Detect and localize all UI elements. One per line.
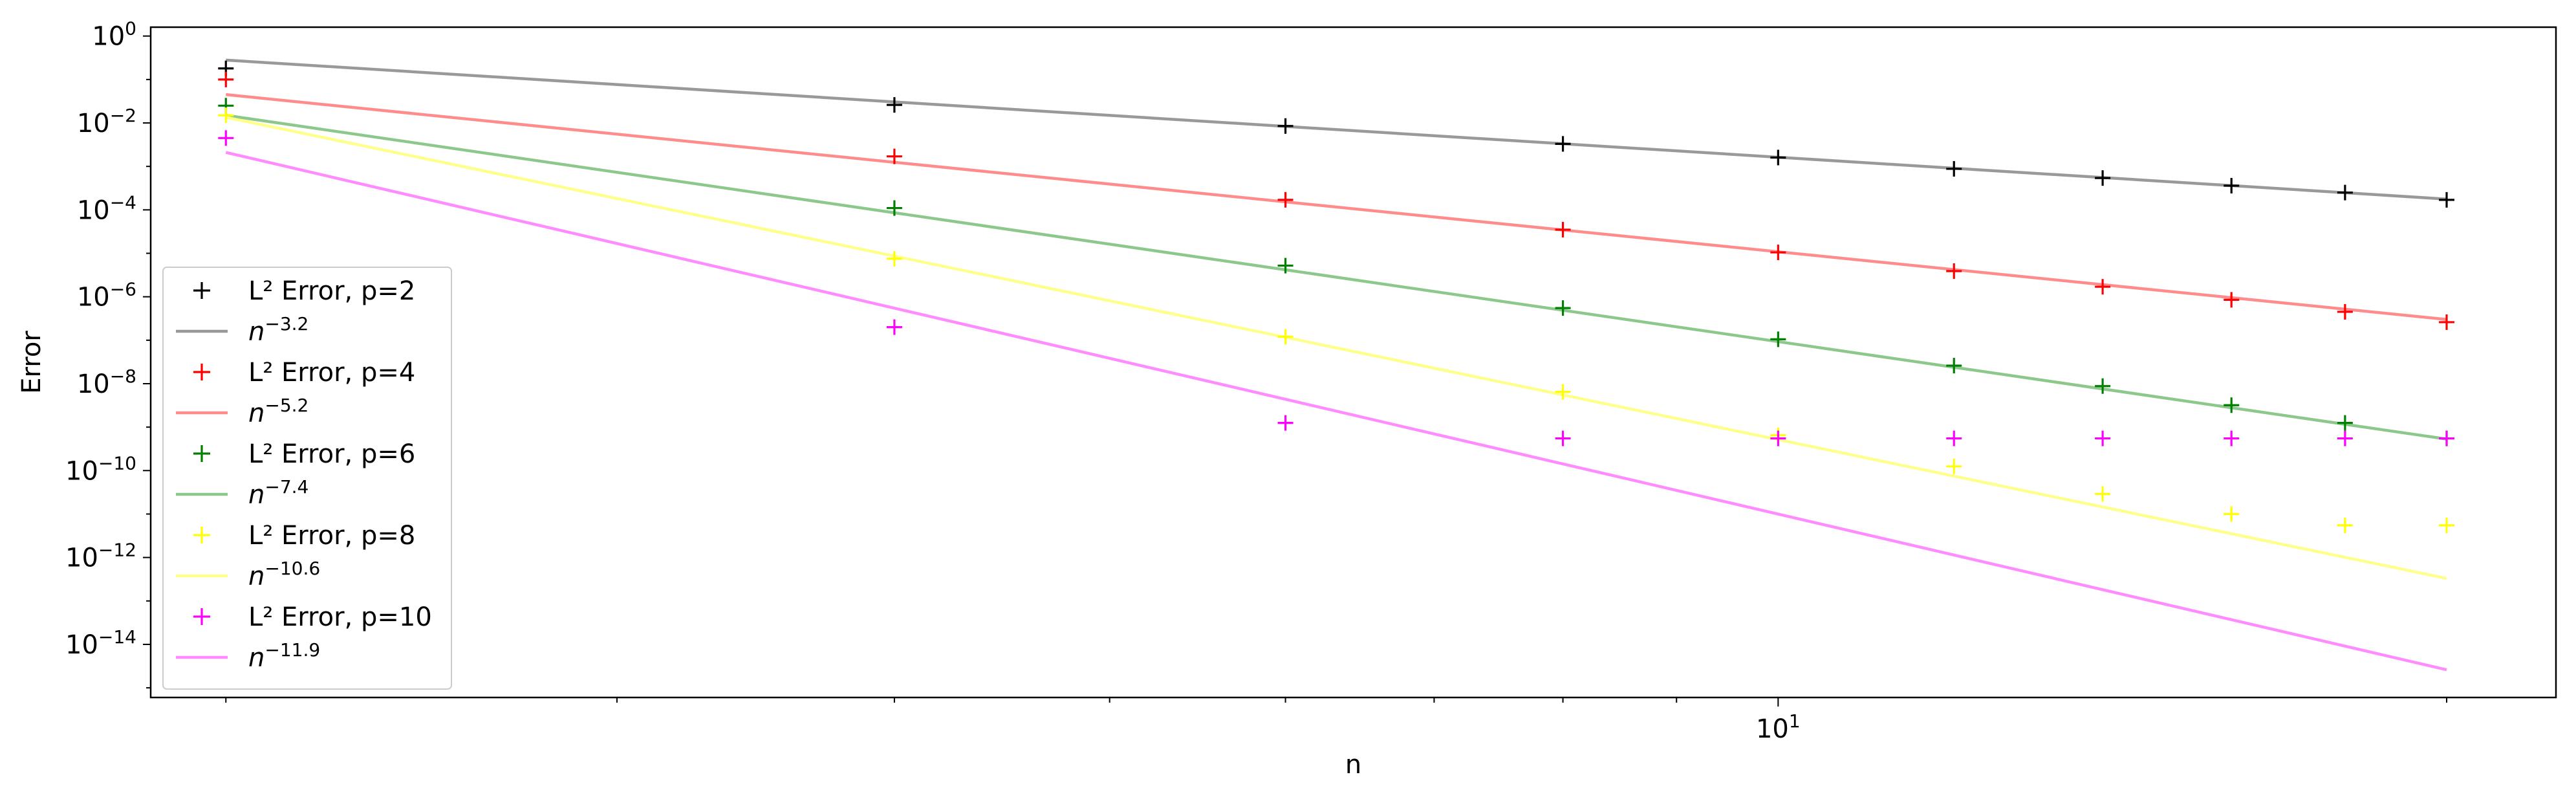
data-point	[1770, 331, 1786, 347]
data-point	[1555, 300, 1571, 316]
y-tick-label: 100	[92, 18, 136, 52]
data-point	[1277, 258, 1293, 274]
data-point	[2337, 303, 2353, 320]
data-point	[2337, 184, 2353, 201]
data-point	[2095, 378, 2111, 394]
data-point	[2438, 192, 2454, 208]
data-point	[2337, 430, 2353, 446]
data-point	[2337, 415, 2353, 431]
error-markers-layer	[218, 60, 2454, 533]
y-axis-label: Error	[17, 331, 47, 394]
legend-marker-swatch	[193, 527, 210, 543]
fit-lines-layer	[225, 58, 2447, 672]
x-axis-ticks: 101	[225, 697, 2447, 744]
legend-marker-swatch	[193, 364, 210, 380]
legend-label: L² Error, p=10	[248, 602, 432, 632]
data-point	[218, 107, 234, 124]
legend-marker-swatch	[193, 445, 210, 462]
data-point	[1555, 221, 1571, 237]
data-point	[218, 130, 234, 146]
data-point	[1555, 384, 1571, 400]
legend-label: n−3.2	[248, 313, 308, 347]
x-axis-label: n	[1345, 750, 1361, 780]
data-point	[2438, 314, 2454, 330]
data-point	[1946, 430, 1962, 446]
axes-frame	[149, 26, 2557, 699]
legend-label: n−10.6	[248, 558, 320, 591]
data-point	[1946, 358, 1962, 374]
data-point	[886, 148, 902, 164]
legend-label: L² Error, p=2	[248, 276, 415, 306]
data-point	[1277, 118, 1293, 134]
data-point	[2095, 430, 2111, 446]
y-tick-label: 10−6	[77, 279, 136, 313]
data-point	[1555, 136, 1571, 152]
data-point	[1946, 263, 1962, 279]
data-point	[886, 319, 902, 335]
legend-marker-swatch	[193, 608, 210, 625]
data-point	[2095, 279, 2111, 295]
data-point	[218, 71, 234, 87]
data-point	[1946, 160, 1962, 177]
legend-label: L² Error, p=6	[248, 439, 415, 469]
fit-line-3	[226, 93, 2447, 322]
y-tick-label: 10−8	[77, 366, 136, 399]
data-point	[1770, 149, 1786, 166]
fit-line-5	[225, 113, 2447, 441]
data-point	[2224, 506, 2240, 522]
data-point	[886, 200, 902, 216]
data-point	[1770, 245, 1786, 261]
data-point	[1555, 430, 1571, 446]
legend-label: n−11.9	[248, 639, 320, 673]
data-point	[1277, 415, 1293, 431]
data-point	[2224, 397, 2240, 413]
legend-marker-swatch	[193, 282, 210, 299]
data-point	[2438, 430, 2454, 446]
data-point	[2224, 177, 2240, 193]
data-point	[1277, 192, 1293, 208]
y-tick-label: 10−10	[65, 452, 136, 486]
data-point	[2438, 517, 2454, 533]
fit-line-7	[225, 116, 2447, 580]
legend: L² Error, p=2 n−3.2 L² Error, p=4 n−5.2 L² E…	[162, 267, 452, 690]
data-point	[2337, 517, 2353, 533]
y-tick-label: 10−4	[77, 192, 136, 225]
y-tick-label: 10−12	[65, 540, 136, 573]
legend-label: n−7.4	[248, 476, 308, 510]
data-point	[2095, 486, 2111, 502]
legend-label: n−5.2	[248, 395, 308, 428]
data-point	[1946, 458, 1962, 474]
legend-box	[162, 267, 452, 690]
data-point	[1770, 430, 1786, 446]
y-tick-label: 10−14	[65, 626, 136, 660]
data-point	[2224, 292, 2240, 308]
data-point	[886, 250, 902, 267]
y-axis-ticks: 100 10−2 10−4 10−6 10−8 10−10 10−12 10−14	[65, 18, 151, 689]
fit-line-1	[226, 58, 2447, 201]
x-tick-label: 101	[1756, 710, 1801, 744]
legend-label: L² Error, p=4	[248, 358, 415, 388]
data-point	[1277, 329, 1293, 345]
data-point	[886, 97, 902, 113]
y-tick-label: 10−2	[77, 105, 136, 138]
data-point	[2095, 170, 2111, 186]
legend-label: L² Error, p=8	[248, 521, 415, 551]
data-point	[2224, 430, 2240, 446]
fit-line-9	[225, 151, 2447, 672]
